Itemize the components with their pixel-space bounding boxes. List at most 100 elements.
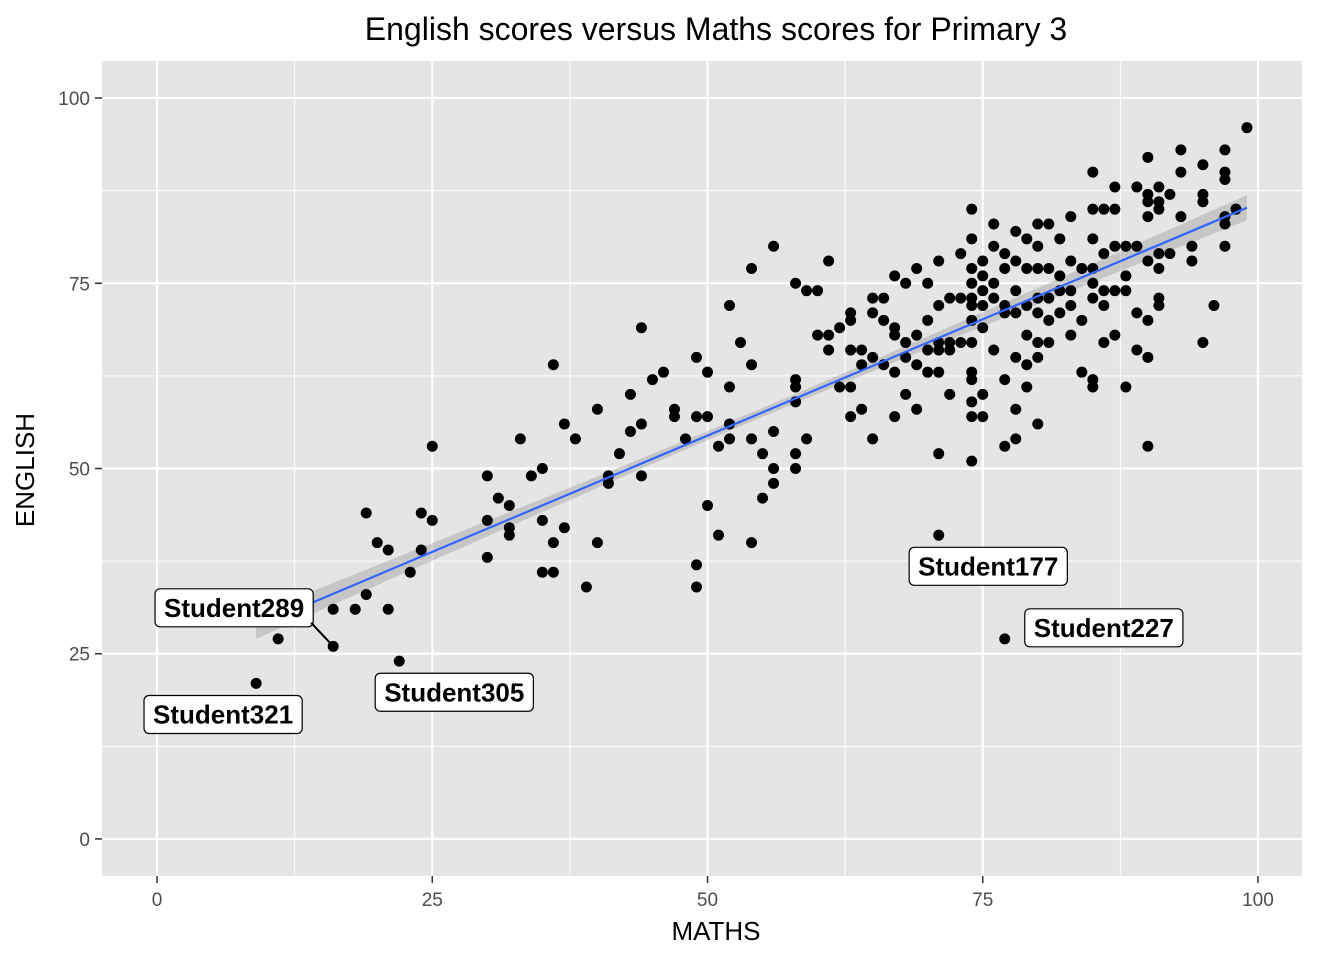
y-tick-label: 0 [79, 830, 90, 851]
data-point [768, 463, 780, 474]
x-axis-title: MATHS [671, 916, 760, 946]
data-point [635, 418, 647, 430]
data-point [955, 292, 967, 304]
data-point [1043, 218, 1055, 230]
data-point [1109, 285, 1121, 297]
y-axis-title: ENGLISH [10, 413, 40, 527]
data-point [536, 566, 548, 578]
point-label-text: Student177 [918, 551, 1058, 581]
data-point [514, 433, 526, 445]
data-point [790, 448, 802, 460]
data-point [933, 529, 945, 541]
data-point [1131, 307, 1143, 319]
data-point [1021, 262, 1033, 274]
data-point [1087, 277, 1099, 289]
data-point [1186, 240, 1198, 252]
y-tick-label: 25 [69, 645, 90, 666]
data-point [889, 366, 901, 378]
data-point [889, 270, 901, 282]
data-point [768, 425, 780, 437]
data-point [933, 366, 945, 378]
data-point [1054, 270, 1066, 282]
data-point [1021, 329, 1033, 341]
data-point [922, 277, 934, 289]
data-point [823, 329, 835, 341]
data-point [1142, 314, 1154, 326]
point-label-text: Student305 [384, 677, 524, 707]
data-point [977, 388, 989, 400]
data-point [801, 285, 813, 297]
data-point [999, 633, 1011, 645]
data-point [746, 537, 758, 549]
data-point [1076, 366, 1088, 378]
data-point [1032, 262, 1044, 274]
point-label: Student177 [908, 546, 1068, 586]
data-point [1142, 351, 1154, 363]
data-point [713, 529, 725, 541]
data-point [999, 262, 1011, 274]
data-point [867, 307, 879, 319]
data-point [1175, 211, 1187, 223]
data-point [360, 507, 372, 519]
data-point [724, 300, 736, 311]
data-point [668, 411, 680, 423]
data-point [944, 292, 956, 304]
data-point [635, 322, 647, 334]
data-point [1054, 233, 1066, 245]
data-point [911, 403, 923, 415]
data-point [1164, 188, 1176, 200]
trend-line-layer [255, 206, 1248, 628]
data-point [1131, 240, 1143, 252]
point-label: Student227 [1024, 608, 1184, 648]
data-point [547, 537, 559, 549]
data-point [1065, 285, 1077, 297]
data-point [1098, 248, 1110, 260]
data-point [702, 500, 714, 512]
data-point [735, 337, 747, 349]
data-point [415, 507, 427, 519]
data-point [657, 366, 669, 378]
data-point [768, 477, 780, 489]
data-point [834, 381, 846, 393]
data-point [1087, 233, 1099, 245]
data-point [624, 388, 636, 400]
data-point [922, 314, 934, 326]
point-labels-layer: Student321 Student289 Student305 Student177… [143, 546, 1184, 735]
data-point [966, 374, 978, 386]
data-point [702, 411, 714, 423]
data-point [1153, 262, 1165, 274]
data-point [1087, 203, 1099, 215]
data-point [1054, 307, 1066, 319]
data-point [481, 551, 493, 563]
data-point [536, 514, 548, 526]
chart-title: English scores versus Maths scores for P… [365, 11, 1067, 47]
data-point [1043, 337, 1055, 349]
data-point [1120, 285, 1132, 297]
data-point [1076, 262, 1088, 274]
data-point [933, 448, 945, 460]
x-tick-label: 100 [1242, 890, 1274, 911]
data-point [1186, 255, 1198, 267]
data-point [525, 470, 537, 482]
data-point [646, 374, 658, 386]
data-point [856, 359, 868, 371]
data-point [1032, 307, 1044, 319]
data-point [1010, 225, 1022, 237]
y-tick-label: 75 [69, 274, 90, 295]
data-point [272, 633, 284, 645]
data-point [382, 603, 394, 615]
data-point [790, 463, 802, 474]
data-point [569, 433, 581, 445]
data-point [812, 285, 824, 297]
data-point [1164, 248, 1176, 260]
data-point [1131, 181, 1143, 193]
data-point [1109, 240, 1121, 252]
point-label: Student305 [374, 672, 534, 712]
data-point [591, 403, 603, 415]
point-label-box [143, 694, 303, 735]
data-point [1043, 292, 1055, 304]
data-point [911, 359, 923, 371]
data-point [536, 463, 548, 474]
data-point [922, 344, 934, 356]
data-point [1153, 248, 1165, 260]
